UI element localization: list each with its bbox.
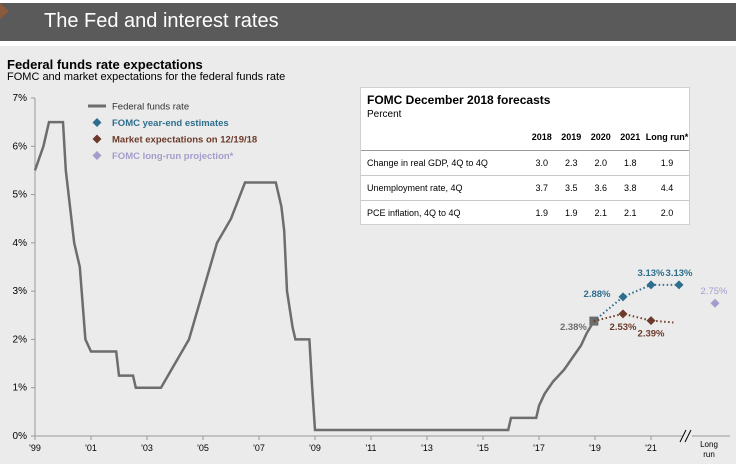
series-line-market [593, 312, 674, 324]
x-tick-label: '13 [421, 443, 433, 453]
banner-accent [0, 3, 9, 19]
x-tick-label: '21 [645, 443, 657, 453]
y-tick-label: 5% [13, 190, 28, 201]
x-tick-label: '17 [533, 443, 545, 453]
fomc-point [674, 280, 684, 290]
y-tick-label: 1% [13, 383, 28, 394]
legend-swatch [92, 134, 102, 144]
legend-label: Market expectations on 12/19/18 [112, 135, 257, 146]
forecast-cell: 1.8 [615, 150, 645, 176]
market-point-label: 2.53% [610, 322, 637, 333]
x-tick-label: '15 [477, 443, 489, 453]
forecast-cell: 1.9 [564, 208, 578, 218]
forecast-col-header: 2018 [527, 124, 557, 151]
forecast-header-blank [361, 124, 527, 151]
y-tick-label: 3% [13, 286, 28, 297]
x-tick-label: '09 [309, 443, 321, 453]
forecast-col-header: Long run* [645, 124, 689, 151]
forecast-cell: 2.0 [660, 208, 674, 218]
y-tick-label: 6% [13, 141, 28, 152]
forecast-cell: 3.5 [556, 175, 586, 201]
legend-swatch [92, 151, 102, 160]
fomc-point [618, 292, 628, 302]
axis-break-mark [679, 429, 687, 443]
forecast-col-header: 2020 [586, 124, 616, 151]
forecast-table-subtitle: Percent [367, 109, 402, 120]
x-tick-label: '05 [197, 443, 209, 453]
x-tick-label: '11 [365, 443, 376, 453]
current-rate-marker [589, 316, 599, 326]
x-tick-label: '03 [141, 443, 153, 453]
current-rate-label: 2.38% [560, 322, 587, 333]
longrun-point-label: 2.75% [701, 286, 728, 297]
legend-label: Federal funds rate [112, 102, 189, 113]
axis-break-mark [684, 429, 692, 443]
legend-label: FOMC long-run projection* [112, 151, 234, 162]
x-tick-label: '19 [589, 443, 601, 453]
forecast-cell: 3.6 [586, 175, 616, 201]
forecast-cell: 3.8 [615, 175, 645, 201]
forecast-cell: 3.0 [527, 150, 557, 176]
forecast-col-header: 2019 [556, 124, 586, 151]
forecast-cell: 3.7 [527, 175, 557, 201]
forecast-table-title: FOMC December 2018 forecasts [367, 93, 551, 107]
forecast-cell: 2.3 [556, 150, 586, 176]
x-tick-label: '99 [29, 443, 41, 453]
fomc-point-label: 3.13% [638, 268, 665, 279]
forecast-row: Unemployment rate, 4Q 3.7 3.5 3.6 3.8 4.… [361, 175, 689, 201]
forecast-cell: 4.4 [645, 175, 689, 201]
forecast-row-label: PCE inflation, 4Q to 4Q [367, 208, 461, 218]
longrun-point [710, 298, 720, 308]
forecast-row: PCE inflation, 4Q to 4Q 1.9 1.9 2.1 2.1 … [361, 201, 689, 226]
chart-subtitle: FOMC and market expectations for the fed… [7, 71, 286, 83]
fomc-point-label: 2.88% [584, 289, 611, 300]
forecast-row: Change in real GDP, 4Q to 4Q 3.0 2.3 2.0… [361, 150, 689, 176]
forecast-cell: 2.1 [594, 208, 607, 218]
forecast-row-label: Change in real GDP, 4Q to 4Q [361, 150, 527, 176]
forecast-header-row: 2018 2019 2020 2021 Long run* [361, 124, 689, 151]
forecast-table-box: FOMC December 2018 forecasts Percent 201… [360, 87, 690, 225]
market-point-label: 2.39% [638, 329, 665, 340]
forecast-cell: 2.0 [586, 150, 616, 176]
chart-title: Federal funds rate expectations [7, 57, 203, 72]
y-tick-label: 0% [13, 431, 28, 442]
forecast-row-label: Unemployment rate, 4Q [361, 175, 527, 201]
y-tick-label: 2% [13, 334, 28, 345]
legend-label: FOMC year-end estimates [112, 118, 229, 129]
fomc-point-label: 3.13% [666, 268, 693, 279]
forecast-cell: 1.9 [535, 208, 548, 218]
x-tick-label-longrun: run [703, 450, 715, 459]
x-tick-label-longrun: Long [700, 440, 718, 449]
forecast-cell: 1.9 [645, 150, 689, 176]
forecast-cell: 2.1 [623, 208, 637, 218]
series-line-fed-funds [33, 120, 595, 432]
forecast-table: 2018 2019 2020 2021 Long run* Change in … [361, 124, 689, 225]
series-line-fomc [593, 283, 679, 322]
page-title: The Fed and interest rates [44, 10, 279, 32]
x-tick-label: '07 [253, 443, 265, 453]
y-tick-label: 4% [13, 238, 28, 249]
legend-swatch [92, 118, 102, 127]
market-point [618, 309, 628, 319]
title-banner: The Fed and interest rates [0, 3, 736, 41]
forecast-col-header: 2021 [615, 124, 645, 151]
x-tick-label: '01 [85, 443, 97, 453]
y-tick-label: 7% [13, 93, 28, 104]
market-point [646, 316, 656, 326]
fomc-point [646, 280, 656, 290]
